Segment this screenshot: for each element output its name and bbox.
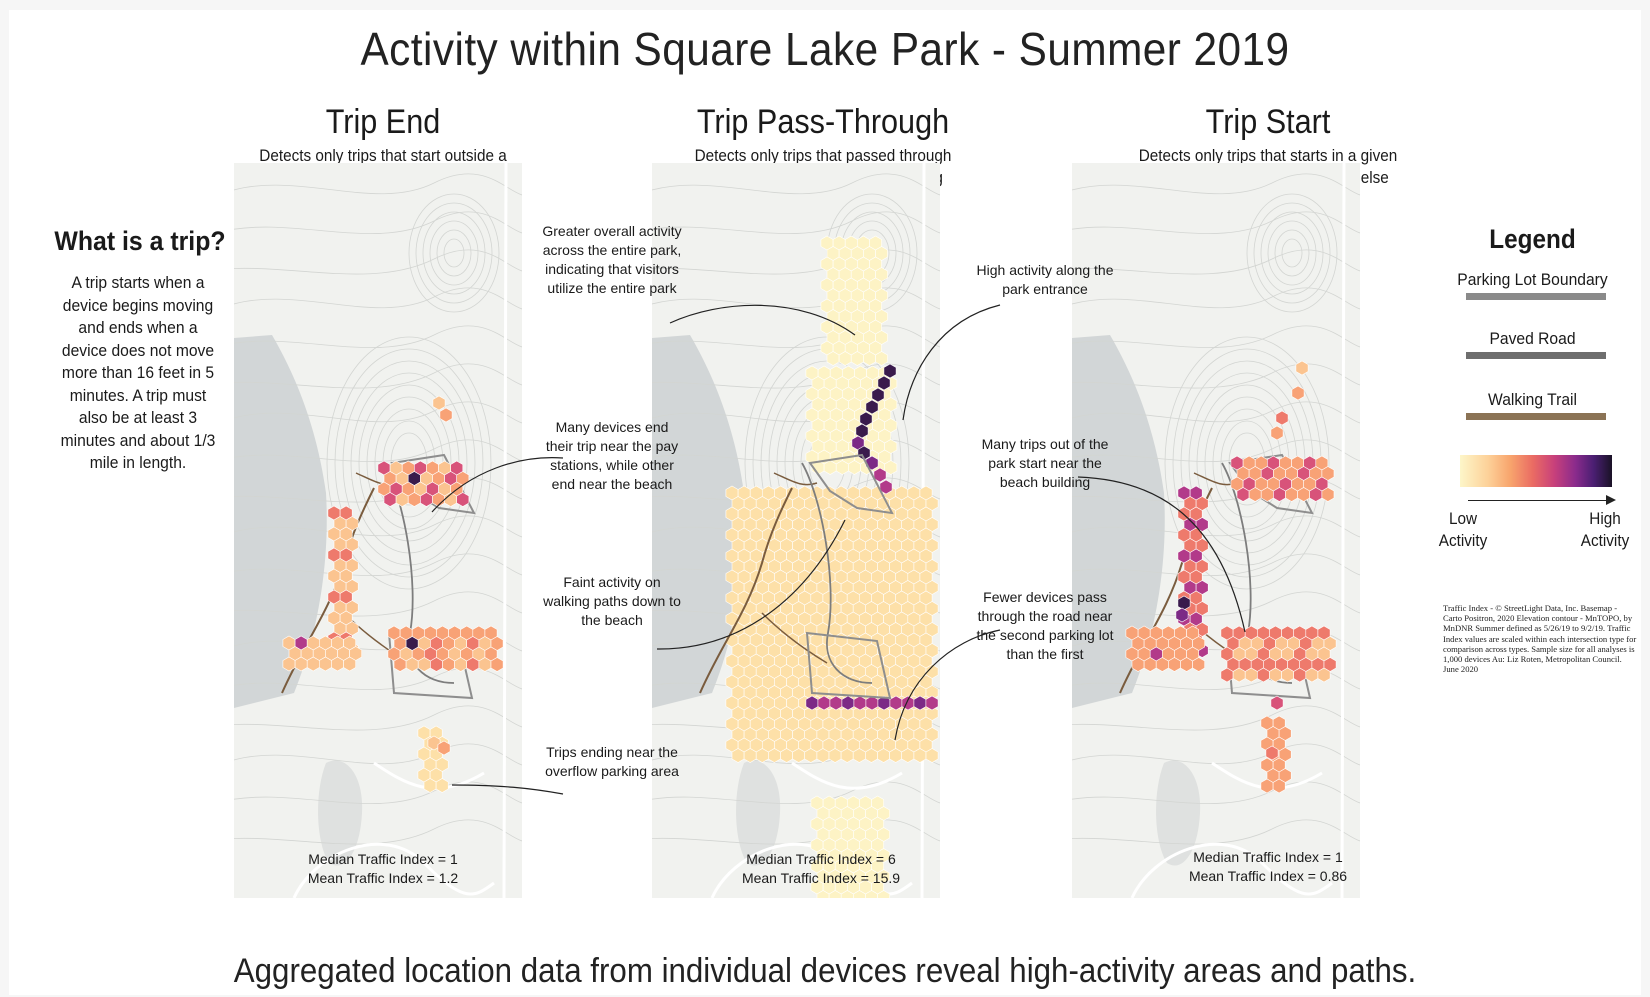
mean-trip-end: Mean Traffic Index = 1.2 xyxy=(307,870,459,886)
median-trip-end: Median Traffic Index = 1 xyxy=(308,851,458,867)
walking-trail xyxy=(773,472,818,486)
annotation-trips-ending: Trips ending near the overflow parking a… xyxy=(545,744,679,779)
activity-hexagon xyxy=(877,890,890,898)
activity-hexagon xyxy=(875,351,888,366)
activity-hexagon xyxy=(828,890,842,898)
activity-hexagon xyxy=(1291,385,1305,401)
activity-hexagon xyxy=(1321,487,1335,502)
activity-hexagon xyxy=(840,890,854,898)
parking-lot-boundary xyxy=(805,631,892,700)
activity-hexagon xyxy=(853,890,866,898)
annotation-high-activity: High activity along the park entrance xyxy=(976,262,1114,297)
mean-trip-start: Mean Traffic Index = 0.86 xyxy=(1188,868,1348,884)
activity-hexagon xyxy=(865,890,878,898)
map-title-trip-start: Trip Start xyxy=(1205,103,1331,141)
stats-trip-start: Median Traffic Index = 1 Mean Traffic In… xyxy=(1138,848,1398,886)
basemap-roads xyxy=(292,163,508,898)
activity-hexagon xyxy=(1192,657,1205,672)
activity-hexagon xyxy=(859,411,873,427)
basemap-roads xyxy=(1130,163,1346,898)
activity-hexagon xyxy=(877,375,891,391)
stats-trip-pass-through: Median Traffic Index = 6 Mean Traffic In… xyxy=(691,850,951,888)
map-trip-pass-through xyxy=(652,163,940,898)
activity-hexagon xyxy=(1272,778,1286,794)
pond-shape xyxy=(736,760,781,866)
legend-swatch-paved-road xyxy=(1466,352,1606,359)
activity-hexagon xyxy=(871,387,885,403)
map-svg-trip-start xyxy=(1072,163,1360,898)
map-title-trip-end: Trip End xyxy=(325,103,441,141)
legend-label-parking-lot: Parking Lot Boundary xyxy=(1457,270,1608,289)
page-title: Activity within Square Lake Park - Summe… xyxy=(360,23,1290,75)
map-trip-start xyxy=(1072,163,1360,898)
mean-trip-pass-through: Mean Traffic Index = 15.9 xyxy=(741,870,901,886)
legend-swatch-walking-trail xyxy=(1466,413,1606,420)
activity-hexagon xyxy=(855,423,869,439)
footer-caption: Aggregated location data from individual… xyxy=(233,952,1417,990)
map-trip-end xyxy=(234,163,522,898)
activity-hexagon xyxy=(883,363,897,379)
annotation-fewer-devices: Fewer devices pass through the road near… xyxy=(976,589,1114,662)
activity-hexagon xyxy=(1265,745,1279,761)
activity-hexagon xyxy=(439,407,453,423)
activity-hexagon xyxy=(865,399,879,415)
elevation-contours xyxy=(1072,173,1360,845)
pond-shape xyxy=(1156,760,1201,866)
legend-title: Legend xyxy=(1489,224,1576,254)
map-title-trip-pass-through: Trip Pass-Through xyxy=(696,103,950,141)
activity-hexagon xyxy=(1275,410,1289,426)
activity-hexagon xyxy=(490,657,504,672)
legend-label-paved-road: Paved Road xyxy=(1489,329,1576,348)
map-svg-trip-end xyxy=(234,163,522,898)
activity-hexagon xyxy=(1295,360,1309,376)
legend-label-walking-trail: Walking Trail xyxy=(1488,390,1577,409)
activity-hexagon xyxy=(816,890,830,898)
annotation-many-trips-out: Many trips out of the park start near th… xyxy=(981,436,1109,490)
parking-lot-boundary xyxy=(808,453,894,515)
activity-hexagon xyxy=(343,656,356,672)
activity-hexagon xyxy=(437,740,451,756)
annotation-many-devices-end: Many devices end their trip near the pay… xyxy=(545,419,679,492)
elevation-contours xyxy=(234,173,522,845)
activity-hexagon xyxy=(432,395,446,411)
stats-trip-end: Median Traffic Index = 1 Mean Traffic In… xyxy=(253,850,513,888)
activity-hexagon xyxy=(1317,667,1331,683)
map-svg-trip-pass-through xyxy=(652,163,940,898)
activity-hexagon xyxy=(925,748,939,763)
legend-high-activity: High Activity xyxy=(1580,509,1630,550)
sidebar-heading: What is a trip? xyxy=(54,226,226,256)
activity-hexagon xyxy=(435,778,449,793)
pond-shape xyxy=(318,760,363,866)
activity-arrow xyxy=(1468,500,1610,501)
sidebar-text: A trip starts when a device begins movin… xyxy=(60,273,216,472)
median-trip-pass-through: Median Traffic Index = 6 xyxy=(746,851,896,867)
activity-color-ramp xyxy=(1460,455,1612,487)
legend-swatch-parking-lot xyxy=(1466,293,1606,300)
lake-shape xyxy=(234,335,327,708)
annotation-faint-activity: Faint activity on walking paths down to … xyxy=(543,574,681,628)
legend-low-activity: Low Activity xyxy=(1438,509,1488,550)
activity-hexagon xyxy=(1270,425,1284,441)
activity-hexagon xyxy=(1270,695,1284,711)
annotation-greater-activity: Greater overall activity across the enti… xyxy=(542,223,682,296)
data-credits: Traffic Index - © StreetLight Data, Inc.… xyxy=(1443,603,1637,675)
arrow-head-icon xyxy=(1606,495,1616,505)
median-trip-start: Median Traffic Index = 1 xyxy=(1193,849,1343,865)
